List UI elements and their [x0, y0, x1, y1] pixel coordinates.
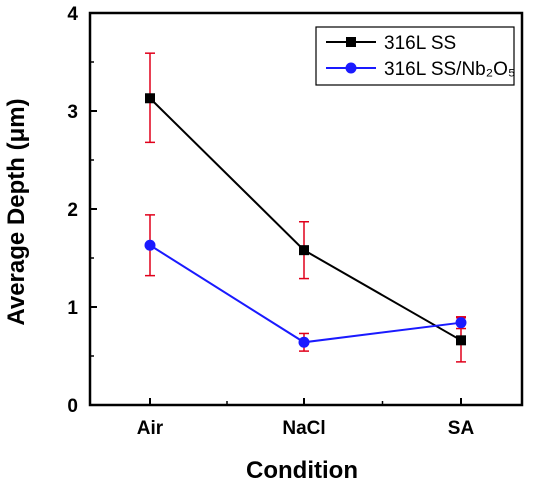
data-point-circle	[298, 336, 310, 348]
legend-label: 316L SS/Nb₂O₅	[384, 59, 516, 80]
y-axis-title: Average Depth (μm)	[3, 98, 30, 325]
legend-marker-circle	[345, 62, 357, 74]
legend-marker-square	[346, 37, 356, 47]
x-tick-label: NaCl	[282, 418, 325, 439]
data-point-square	[456, 335, 466, 346]
legend-label: 316L SS	[384, 33, 456, 54]
series-line	[149, 244, 462, 344]
data-point-square	[299, 245, 309, 256]
data-point-circle	[455, 317, 467, 329]
legend: 316L SS 316L SS/Nb₂O₅	[315, 26, 516, 86]
y-tick-label: 1	[67, 298, 78, 319]
y-axis: 0 1 2 3 4	[67, 4, 97, 417]
x-tick-label: SA	[448, 418, 475, 439]
x-axis: Air NaCl SA	[137, 398, 475, 439]
x-axis-title: Condition	[246, 457, 358, 484]
y-tick-label: 0	[67, 396, 78, 417]
y-tick-label: 3	[67, 102, 78, 123]
series-layer	[144, 52, 467, 363]
series-1	[145, 52, 466, 363]
legend-box	[315, 26, 515, 86]
y-tick-label: 4	[67, 4, 78, 25]
series-2	[144, 214, 467, 352]
data-point-square	[145, 93, 155, 104]
data-point-circle	[144, 239, 156, 251]
series-line	[149, 97, 462, 342]
x-tick-label: Air	[137, 418, 164, 439]
y-tick-label: 2	[67, 200, 78, 221]
